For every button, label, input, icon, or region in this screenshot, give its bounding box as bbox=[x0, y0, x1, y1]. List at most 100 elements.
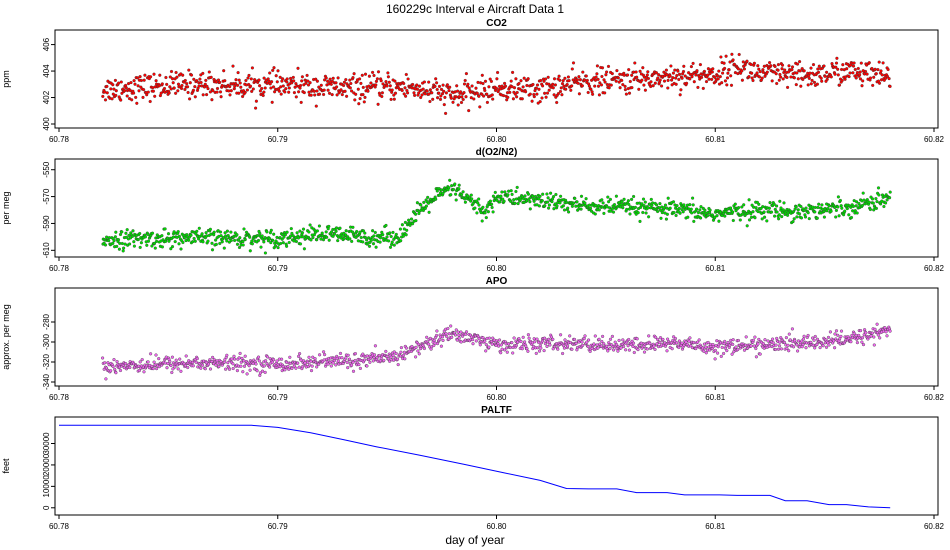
x-tick-label: 60.80 bbox=[486, 264, 507, 273]
data-point bbox=[643, 88, 647, 92]
data-point bbox=[315, 89, 319, 93]
data-point bbox=[327, 224, 331, 228]
data-point bbox=[292, 91, 296, 95]
data-point bbox=[390, 88, 394, 92]
data-point bbox=[675, 73, 679, 78]
data-point bbox=[224, 367, 228, 371]
data-point bbox=[460, 193, 464, 197]
data-point bbox=[809, 82, 813, 86]
data-point bbox=[311, 236, 315, 240]
data-point bbox=[734, 345, 738, 349]
data-point bbox=[160, 82, 164, 86]
data-point bbox=[201, 71, 205, 75]
data-point bbox=[807, 217, 811, 221]
data-point bbox=[799, 216, 804, 220]
data-point bbox=[620, 200, 624, 204]
data-point bbox=[870, 331, 874, 335]
data-point bbox=[881, 61, 885, 65]
data-point bbox=[483, 339, 487, 343]
data-point bbox=[285, 360, 289, 364]
data-point bbox=[597, 208, 601, 212]
data-point bbox=[281, 241, 285, 245]
data-point bbox=[157, 357, 161, 361]
data-point bbox=[552, 207, 556, 211]
data-point bbox=[769, 210, 774, 214]
y-axis-label: approx. per meg bbox=[1, 304, 11, 370]
data-point bbox=[514, 343, 518, 348]
data-point bbox=[551, 195, 556, 199]
data-point bbox=[627, 91, 632, 95]
data-point bbox=[699, 216, 703, 220]
data-point bbox=[407, 218, 411, 222]
data-point bbox=[439, 87, 444, 91]
data-point bbox=[404, 233, 408, 237]
data-point bbox=[114, 89, 118, 93]
data-point bbox=[526, 192, 530, 196]
data-point bbox=[257, 78, 261, 82]
data-point bbox=[177, 234, 181, 238]
data-point bbox=[711, 67, 715, 71]
data-point bbox=[338, 226, 342, 230]
data-point bbox=[272, 66, 276, 70]
data-point bbox=[360, 73, 364, 77]
data-point bbox=[559, 194, 563, 198]
data-point bbox=[265, 355, 270, 359]
data-point bbox=[205, 93, 209, 97]
data-point bbox=[671, 71, 675, 75]
data-point bbox=[736, 348, 740, 352]
data-point bbox=[243, 90, 247, 94]
data-point bbox=[309, 238, 313, 242]
data-point bbox=[210, 248, 215, 252]
data-point bbox=[747, 218, 752, 222]
data-point bbox=[736, 338, 740, 343]
data-point bbox=[700, 75, 704, 79]
data-point bbox=[790, 68, 794, 72]
data-point bbox=[765, 219, 769, 223]
data-point bbox=[114, 371, 118, 375]
data-point bbox=[646, 70, 650, 74]
data-point bbox=[651, 84, 655, 88]
data-point bbox=[453, 333, 458, 337]
data-point bbox=[491, 194, 495, 198]
data-point bbox=[338, 351, 343, 355]
data-point bbox=[459, 90, 463, 94]
data-point bbox=[874, 72, 878, 76]
data-point bbox=[827, 204, 831, 208]
data-point bbox=[879, 69, 883, 73]
data-point bbox=[233, 81, 238, 86]
data-point bbox=[331, 361, 335, 365]
data-point bbox=[237, 78, 241, 82]
data-point bbox=[218, 90, 223, 94]
data-point bbox=[423, 92, 427, 96]
data-point bbox=[254, 362, 258, 366]
data-point bbox=[210, 98, 214, 102]
data-point bbox=[220, 240, 224, 244]
data-point bbox=[834, 61, 839, 65]
data-point bbox=[228, 93, 232, 97]
data-point bbox=[149, 75, 153, 79]
data-point bbox=[371, 359, 375, 363]
data-point bbox=[235, 233, 239, 237]
data-point bbox=[885, 74, 890, 79]
data-point bbox=[307, 355, 311, 359]
data-point bbox=[775, 204, 779, 208]
data-point bbox=[848, 71, 852, 75]
data-point bbox=[803, 215, 808, 219]
data-point bbox=[265, 230, 269, 234]
data-point bbox=[151, 367, 155, 371]
data-point bbox=[747, 198, 751, 202]
data-point bbox=[275, 235, 279, 239]
data-point bbox=[428, 99, 432, 104]
data-point bbox=[327, 238, 331, 242]
data-point bbox=[357, 102, 361, 106]
data-point bbox=[715, 214, 719, 218]
data-point bbox=[425, 335, 429, 339]
data-point bbox=[837, 214, 841, 218]
data-point bbox=[105, 84, 109, 88]
data-point bbox=[647, 215, 651, 219]
data-point bbox=[706, 73, 710, 77]
data-point bbox=[876, 333, 880, 337]
data-point bbox=[608, 197, 612, 201]
data-point bbox=[534, 86, 538, 90]
data-point bbox=[782, 340, 787, 345]
